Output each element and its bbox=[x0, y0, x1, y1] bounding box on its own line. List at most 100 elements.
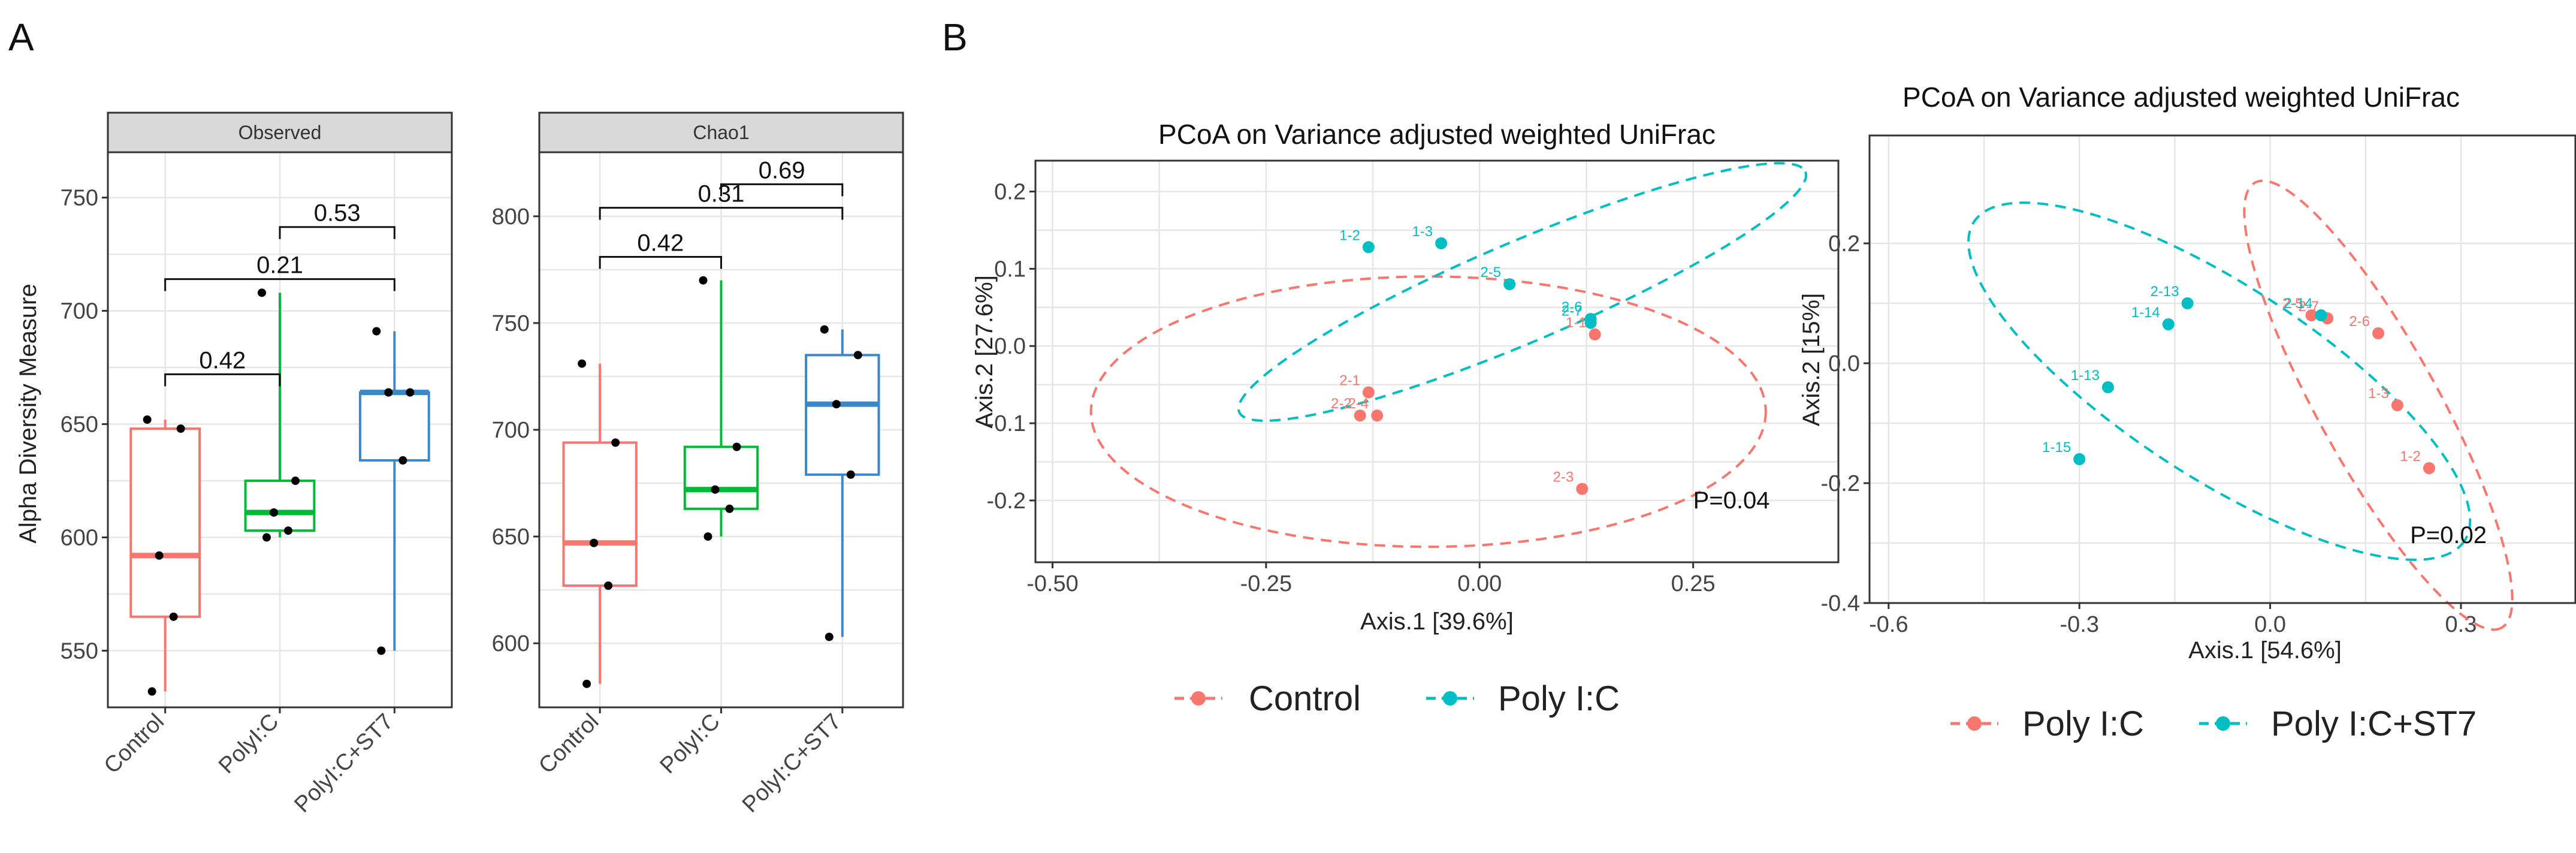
y-tick-label-800: 800 bbox=[492, 204, 530, 230]
scatter-point bbox=[1576, 483, 1589, 495]
data-point bbox=[176, 424, 185, 433]
data-point bbox=[853, 351, 862, 360]
data-point bbox=[703, 532, 712, 541]
box-2 bbox=[244, 480, 316, 532]
p-value-annotation: P=0.04 bbox=[1693, 487, 1770, 514]
x-tick-label: 0.25 bbox=[1671, 571, 1716, 596]
plot-area-observed: 550 600 650 700 750 0.42 0.21 0.53 Control PolyI:… bbox=[61, 151, 453, 818]
comparison-bracket-1 bbox=[599, 256, 722, 269]
pcoa2-y-axis-label: Axis.2 [15%] bbox=[1798, 293, 1825, 426]
y-tick-label-600: 600 bbox=[61, 526, 98, 551]
scatter-point bbox=[2423, 462, 2435, 474]
data-point bbox=[590, 538, 599, 547]
x-tick-label: -0.50 bbox=[1026, 571, 1079, 596]
data-point bbox=[169, 612, 178, 621]
y-tick-label: 0.2 bbox=[994, 180, 1026, 205]
pcoa2-plot-area: -0.6 -0.3 0.0 0.3 0.2 0.0 -0.2 -0.4 2-52-7 2-6 1-3… bbox=[1821, 134, 2576, 637]
box-1 bbox=[129, 427, 201, 618]
panel-b-letter: B bbox=[942, 16, 968, 59]
comparison-bracket-2 bbox=[599, 207, 844, 220]
x-tick-label-3: PolyI:C+ST7 bbox=[738, 709, 846, 818]
point-label: 2-4 bbox=[1348, 396, 1369, 412]
data-point bbox=[372, 327, 381, 336]
x-tick-label: -0.3 bbox=[2059, 612, 2098, 637]
comparison-bracket-1 bbox=[164, 373, 281, 387]
comparison-pvalue-3: 0.53 bbox=[314, 200, 361, 227]
box-plot-chao1: Chao1 6006507007508000.420.310.69Control… bbox=[492, 111, 904, 818]
x-tick-label: 0.0 bbox=[2254, 612, 2286, 637]
facet-title-observed: Observed bbox=[238, 122, 322, 143]
y-tick-label: -0.2 bbox=[987, 489, 1026, 514]
confidence-ellipse-1 bbox=[2243, 179, 2514, 631]
pcoa1-background bbox=[1035, 161, 1838, 562]
data-point bbox=[846, 470, 855, 479]
x-tick-label-3: PolyI:C+ST7 bbox=[289, 709, 398, 818]
data-point bbox=[699, 276, 708, 285]
box-2 bbox=[683, 445, 759, 510]
box-plot-observed: Observed 550 600 650 700 750 0.42 0.21 0.53 Cont… bbox=[61, 111, 453, 818]
p-value-annotation: P=0.02 bbox=[2410, 522, 2487, 548]
box-1 bbox=[562, 441, 638, 587]
legend-label-polyic-st7: Poly I:C+ST7 bbox=[2271, 704, 2477, 743]
data-point bbox=[377, 646, 386, 655]
x-tick-label: -0.6 bbox=[1869, 612, 1908, 637]
point-label: 2-3 bbox=[1553, 469, 1574, 486]
data-point bbox=[825, 632, 833, 641]
point-label: 1-15 bbox=[2042, 439, 2071, 456]
point-label: 2-13 bbox=[2151, 284, 2179, 300]
data-point bbox=[582, 679, 591, 688]
data-point bbox=[398, 456, 407, 465]
pcoa1-frame bbox=[1034, 159, 1840, 563]
data-point bbox=[284, 526, 292, 535]
box-3 bbox=[805, 354, 880, 476]
x-tick-label: 0.00 bbox=[1457, 571, 1502, 596]
pcoa1-title: PCoA on Variance adjusted weighted UniFr… bbox=[1158, 119, 1716, 150]
comparison-bracket-3 bbox=[279, 226, 395, 239]
scatter-point bbox=[1362, 386, 1375, 399]
data-point bbox=[147, 687, 156, 696]
data-point bbox=[291, 477, 300, 486]
point-label: 2-7 bbox=[1562, 303, 1583, 320]
data-point bbox=[258, 288, 266, 297]
point-label: 1-3 bbox=[2368, 385, 2389, 402]
data-point bbox=[725, 504, 734, 513]
point-label: 2-7 bbox=[2298, 299, 2319, 315]
point-label: 1-2 bbox=[2400, 448, 2421, 465]
x-tick-label-2: PolyI:C bbox=[656, 709, 725, 779]
y-tick-label-650: 650 bbox=[492, 525, 530, 550]
scatter-point bbox=[2073, 453, 2086, 465]
scatter-point bbox=[2101, 381, 2114, 393]
y-tick-label: 0.0 bbox=[994, 334, 1026, 359]
data-point bbox=[820, 325, 829, 334]
data-point bbox=[406, 388, 415, 397]
y-tick-label-700: 700 bbox=[492, 418, 530, 443]
data-point bbox=[143, 415, 152, 424]
pcoa2-title: PCoA on Variance adjusted weighted UniFr… bbox=[1902, 82, 2460, 113]
y-tick-label-700: 700 bbox=[61, 299, 98, 324]
scatter-point bbox=[2315, 309, 2327, 321]
point-label: 2-2 bbox=[1331, 396, 1352, 412]
point-label: 1-14 bbox=[2131, 305, 2160, 321]
scatter-point bbox=[1435, 237, 1448, 249]
point-label: 1-1 bbox=[1566, 315, 1587, 331]
pcoa2-background bbox=[1870, 135, 2575, 603]
y-tick-label-750: 750 bbox=[492, 311, 530, 336]
point-label: 2-6 bbox=[1562, 299, 1583, 315]
legend-dot-polyic-2 bbox=[1967, 716, 1982, 731]
pcoa2-x-axis-label: Axis.1 [54.6%] bbox=[2188, 637, 2342, 664]
scatter-point bbox=[1354, 409, 1366, 422]
confidence-ellipse-1 bbox=[1089, 275, 1767, 548]
point-label: 1-2 bbox=[1339, 227, 1360, 243]
legend-dot-polyic bbox=[1443, 691, 1457, 706]
x-tick-label-1: Control bbox=[99, 709, 169, 779]
confidence-ellipse-2 bbox=[1967, 201, 2472, 561]
scatter-point bbox=[2181, 297, 2194, 309]
facet-title-chao1: Chao1 bbox=[693, 122, 749, 143]
data-point bbox=[611, 438, 620, 447]
scatter-point bbox=[2162, 318, 2175, 330]
data-point bbox=[732, 442, 741, 451]
pcoa-plot-polyic-vs-polyic-st7: PCoA on Variance adjusted weighted UniFr… bbox=[1798, 82, 2576, 743]
scatter-point bbox=[1503, 278, 1516, 291]
scatter-point bbox=[1584, 317, 1597, 329]
